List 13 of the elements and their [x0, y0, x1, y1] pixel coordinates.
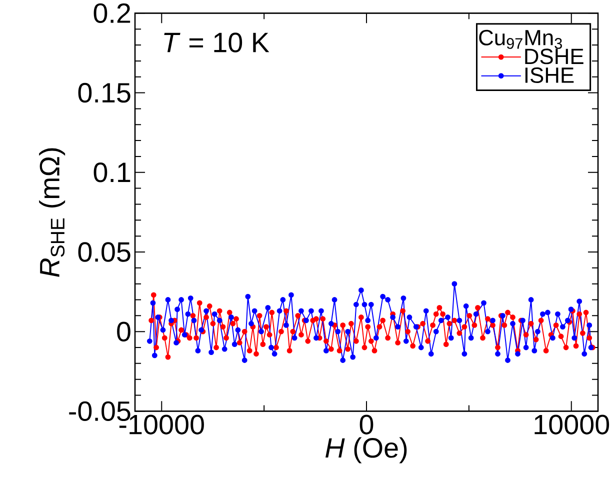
- y-tick-label: 0.05: [78, 242, 130, 262]
- y-tick-label: 0: [117, 322, 130, 342]
- y-tick-label: 0.1: [94, 162, 130, 182]
- y-axis-title: R$_{SHE}$ (mΩ): [39, 148, 66, 277]
- legend-label: DSHE: [525, 48, 584, 64]
- x-axis-title: H (Oe): [326, 437, 407, 464]
- y-tick-label: 0.15: [78, 82, 130, 103]
- annotation: T = 10 K: [164, 32, 270, 52]
- legend-title: Cu$_{97}$Mn$_{3}$: [479, 30, 562, 49]
- x-tick-label: 0: [360, 414, 374, 434]
- legend-label: ISHE: [525, 67, 574, 83]
- x-tick-label: 10000: [534, 414, 610, 434]
- y-tick-label: 0.2: [94, 3, 130, 23]
